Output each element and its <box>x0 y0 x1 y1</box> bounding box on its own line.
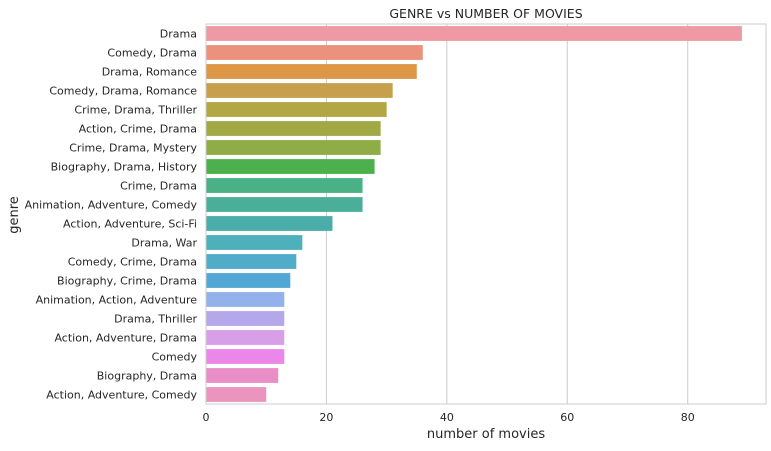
x-tick-label: 20 <box>319 411 333 424</box>
bar <box>206 216 333 231</box>
bar <box>206 292 285 307</box>
bar <box>206 64 417 79</box>
y-tick-label: Comedy <box>152 351 198 364</box>
bar <box>206 235 303 250</box>
bar <box>206 273 291 288</box>
y-axis-label: genre <box>7 196 22 234</box>
x-axis-label: number of movies <box>427 427 545 442</box>
x-tick-label: 80 <box>681 411 695 424</box>
y-tick-label: Animation, Action, Adventure <box>36 294 198 307</box>
x-tick-label: 40 <box>440 411 454 424</box>
y-tick-label: Comedy, Drama <box>107 47 197 60</box>
y-tick-label: Drama, Thriller <box>114 313 197 326</box>
y-tick-label: Action, Adventure, Comedy <box>46 389 197 402</box>
plot-border <box>205 23 767 405</box>
y-tick-label: Comedy, Drama, Romance <box>49 85 197 98</box>
plot-frame <box>205 23 767 405</box>
bar <box>206 26 742 41</box>
x-tick-labels: 0 20 40 60 80 <box>203 411 695 424</box>
grid-lines <box>205 24 689 404</box>
bar <box>206 254 297 269</box>
y-tick-label: Biography, Drama <box>97 370 197 383</box>
y-tick-label: Action, Adventure, Sci-Fi <box>63 218 197 231</box>
bar <box>206 178 363 193</box>
bar <box>206 330 285 345</box>
chart-title: GENRE vs NUMBER OF MOVIES <box>389 6 582 21</box>
y-tick-label: Biography, Crime, Drama <box>57 275 197 288</box>
y-tick-label: Biography, Drama, History <box>51 161 198 174</box>
y-tick-label: Drama <box>160 28 197 41</box>
bar <box>206 45 423 60</box>
y-tick-label: Drama, Romance <box>102 66 198 79</box>
x-tick-label: 0 <box>203 411 210 424</box>
y-tick-labels: Drama Comedy, Drama Drama, Romance Comedy, … <box>25 28 198 402</box>
y-tick-label: Comedy, Crime, Drama <box>68 256 197 269</box>
y-tick-label: Action, Crime, Drama <box>79 123 197 136</box>
bar <box>206 83 393 98</box>
y-tick-label: Action, Adventure, Drama <box>54 332 197 345</box>
y-tick-label: Crime, Drama, Thriller <box>74 104 197 117</box>
bars <box>206 26 742 402</box>
y-tick-label: Crime, Drama, Mystery <box>69 142 197 155</box>
x-tick-label: 60 <box>560 411 574 424</box>
y-tick-label: Drama, War <box>131 237 197 250</box>
bar <box>206 102 387 117</box>
bar <box>206 140 381 155</box>
bar <box>206 159 375 174</box>
bar <box>206 387 267 402</box>
bar <box>206 121 381 136</box>
bar <box>206 311 285 326</box>
bar <box>206 368 279 383</box>
bar <box>206 197 363 212</box>
bar <box>206 349 285 364</box>
y-tick-label: Crime, Drama <box>120 180 197 193</box>
y-tick-label: Animation, Adventure, Comedy <box>25 199 198 212</box>
